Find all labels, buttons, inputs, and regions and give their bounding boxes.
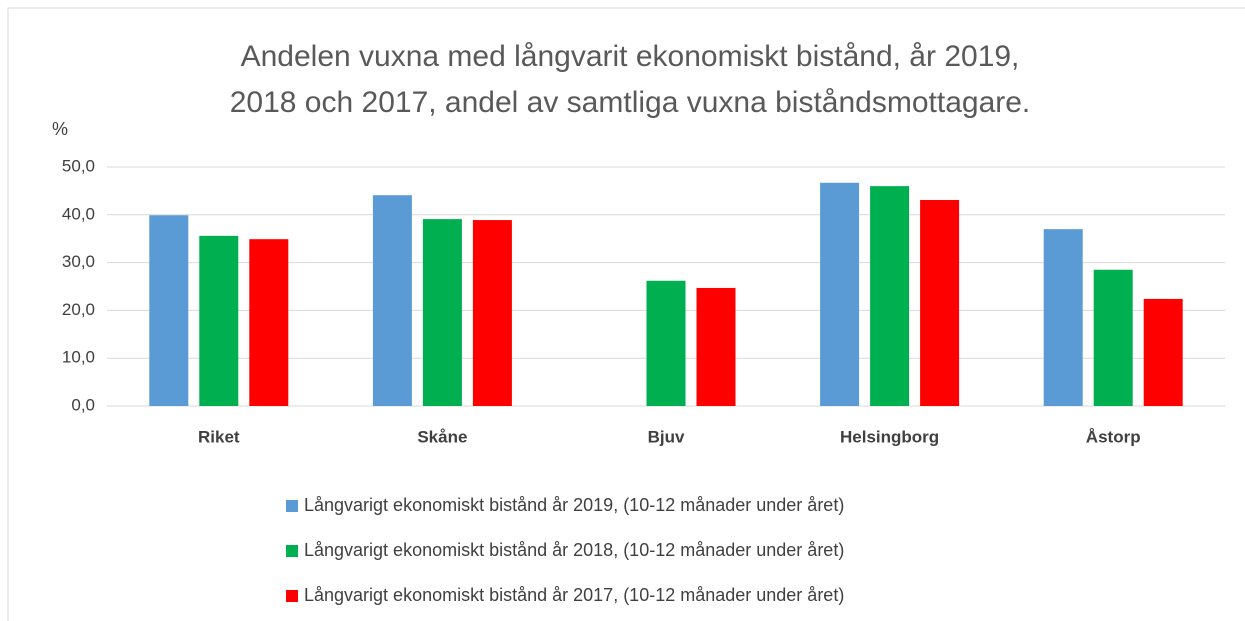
bar — [920, 199, 960, 406]
bar — [372, 195, 412, 406]
y-tick-label: 20,0 — [62, 300, 95, 319]
bar — [646, 280, 686, 406]
bar — [696, 287, 736, 406]
legend-label: Långvarigt ekonomiskt bistånd år 2017, (… — [304, 585, 844, 605]
y-tick-label: 40,0 — [62, 204, 95, 223]
chart-title: Andelen vuxna med långvarit ekonomiskt b… — [241, 40, 1020, 73]
x-tick-label: Åstorp — [1086, 427, 1141, 446]
legend-swatch — [286, 500, 298, 512]
bar — [1093, 269, 1133, 406]
y-axis-label: % — [52, 119, 68, 139]
legend-label: Långvarigt ekonomiskt bistånd år 2018, (… — [304, 540, 844, 560]
bar — [249, 239, 289, 406]
bar — [870, 186, 910, 406]
bar — [199, 235, 239, 406]
bar — [149, 215, 189, 406]
y-tick-label: 50,0 — [62, 156, 95, 175]
legend-swatch — [286, 590, 298, 602]
bar — [820, 182, 860, 406]
bar — [472, 220, 512, 406]
y-tick-label: 0,0 — [71, 395, 95, 414]
legend-swatch — [286, 545, 298, 557]
bar — [1043, 229, 1083, 406]
x-tick-label: Bjuv — [648, 427, 685, 446]
legend-label: Långvarigt ekonomiskt bistånd år 2019, (… — [304, 495, 844, 515]
x-tick-label: Skåne — [417, 427, 467, 446]
chart-title: 2018 och 2017, andel av samtliga vuxna b… — [230, 86, 1031, 119]
x-tick-label: Helsingborg — [840, 427, 939, 446]
bar — [1143, 298, 1183, 406]
y-tick-label: 30,0 — [62, 252, 95, 271]
x-tick-label: Riket — [198, 427, 240, 446]
bar — [422, 219, 462, 406]
y-tick-label: 10,0 — [62, 348, 95, 367]
